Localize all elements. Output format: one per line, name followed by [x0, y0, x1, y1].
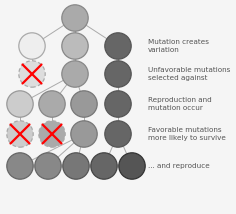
Circle shape	[119, 153, 145, 179]
Circle shape	[19, 61, 45, 87]
Circle shape	[7, 153, 33, 179]
Circle shape	[105, 121, 131, 147]
Circle shape	[7, 91, 33, 117]
Circle shape	[63, 153, 89, 179]
Text: Favorable mutations
more likely to survive: Favorable mutations more likely to survi…	[148, 127, 226, 141]
Circle shape	[7, 121, 33, 147]
Circle shape	[39, 121, 65, 147]
Circle shape	[105, 91, 131, 117]
Circle shape	[91, 153, 117, 179]
Circle shape	[105, 61, 131, 87]
Circle shape	[62, 5, 88, 31]
Circle shape	[105, 33, 131, 59]
Circle shape	[62, 33, 88, 59]
Text: Mutation creates
variation: Mutation creates variation	[148, 39, 209, 53]
Circle shape	[71, 91, 97, 117]
Text: Reproduction and
mutation occur: Reproduction and mutation occur	[148, 97, 212, 111]
Text: Unfavorable mutations
selected against: Unfavorable mutations selected against	[148, 67, 230, 81]
Circle shape	[71, 121, 97, 147]
Circle shape	[62, 61, 88, 87]
Circle shape	[35, 153, 61, 179]
Text: ... and reproduce: ... and reproduce	[148, 163, 210, 169]
Circle shape	[39, 91, 65, 117]
Circle shape	[19, 33, 45, 59]
